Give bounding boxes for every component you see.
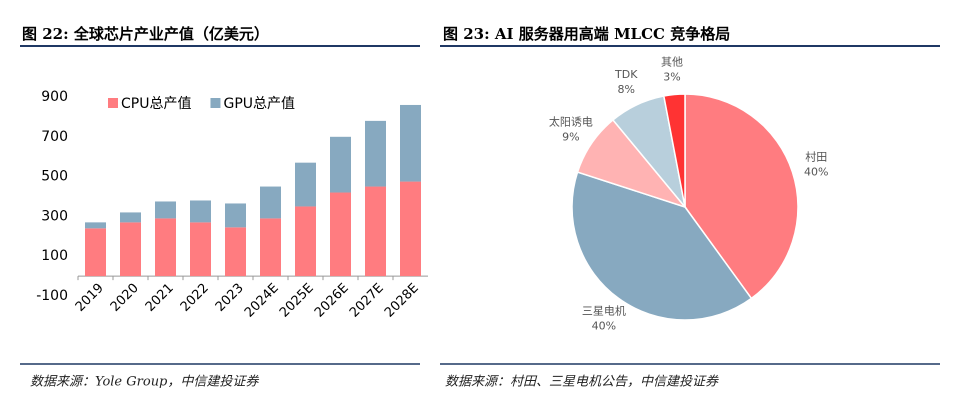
pie-slice bbox=[684, 93, 799, 300]
pie-slice bbox=[571, 171, 753, 321]
slice-label: 村田 bbox=[805, 149, 827, 163]
x-tick-label: 2019 bbox=[73, 281, 107, 315]
chart-title: 图 23: AI 服务器用高端 MLCC 竞争格局 bbox=[443, 25, 730, 43]
bar bbox=[120, 212, 141, 223]
slice-label: 其他 bbox=[661, 56, 683, 69]
x-tick-label: 2020 bbox=[108, 281, 142, 315]
y-tick-label: 100 bbox=[41, 248, 68, 264]
pie-slice bbox=[662, 93, 686, 208]
bar bbox=[330, 136, 351, 193]
slice-label: 三星电机 bbox=[582, 304, 626, 318]
bar bbox=[190, 222, 211, 277]
bar bbox=[85, 228, 106, 277]
bar bbox=[260, 218, 281, 277]
bar bbox=[400, 181, 421, 277]
legend-swatch bbox=[210, 98, 221, 108]
chart-title: 图 22: 全球芯片产业产值（亿美元） bbox=[22, 25, 269, 43]
y-tick-label: -100 bbox=[36, 288, 68, 304]
bar bbox=[295, 206, 316, 277]
slice-label: 太阳诱电 bbox=[549, 115, 593, 128]
x-tick-label: 2024E bbox=[242, 281, 282, 321]
legend-label: CPU总产值 bbox=[121, 96, 191, 112]
legend-label: GPU总产值 bbox=[223, 96, 295, 112]
bar bbox=[120, 222, 141, 277]
bar bbox=[225, 203, 246, 228]
value-label: 3% bbox=[663, 71, 680, 84]
x-tick-label: 2026E bbox=[312, 281, 352, 321]
bar bbox=[260, 186, 281, 219]
x-tick-label: 2027E bbox=[347, 281, 387, 321]
y-tick-label: 300 bbox=[41, 208, 68, 224]
y-tick-label: 900 bbox=[41, 89, 68, 105]
bar bbox=[225, 227, 246, 277]
x-tick-label: 2025E bbox=[277, 281, 317, 321]
bar bbox=[85, 222, 106, 229]
bar bbox=[330, 192, 351, 277]
bar bbox=[190, 200, 211, 223]
slice-label: TDK bbox=[614, 68, 638, 81]
x-tick-label: 2022 bbox=[178, 281, 212, 315]
source: 数据来源：Yole Group，中信建投证券 bbox=[30, 375, 259, 390]
x-tick-label: 2028E bbox=[382, 281, 422, 321]
bar bbox=[400, 104, 421, 182]
legend-swatch bbox=[108, 98, 118, 108]
bar bbox=[155, 218, 176, 277]
bar bbox=[365, 186, 386, 277]
value-label: 40% bbox=[592, 320, 616, 333]
value-label: 9% bbox=[562, 130, 579, 143]
x-tick-label: 2021 bbox=[143, 281, 177, 315]
value-label: 40% bbox=[804, 165, 828, 178]
bar bbox=[365, 120, 386, 187]
y-tick-label: 700 bbox=[41, 129, 68, 145]
value-label: 8% bbox=[618, 83, 635, 96]
bar bbox=[295, 162, 316, 207]
source: 数据来源：村田、三星电机公告，中信建投证券 bbox=[445, 375, 719, 390]
y-tick-label: 500 bbox=[41, 169, 68, 185]
bar bbox=[155, 201, 176, 219]
